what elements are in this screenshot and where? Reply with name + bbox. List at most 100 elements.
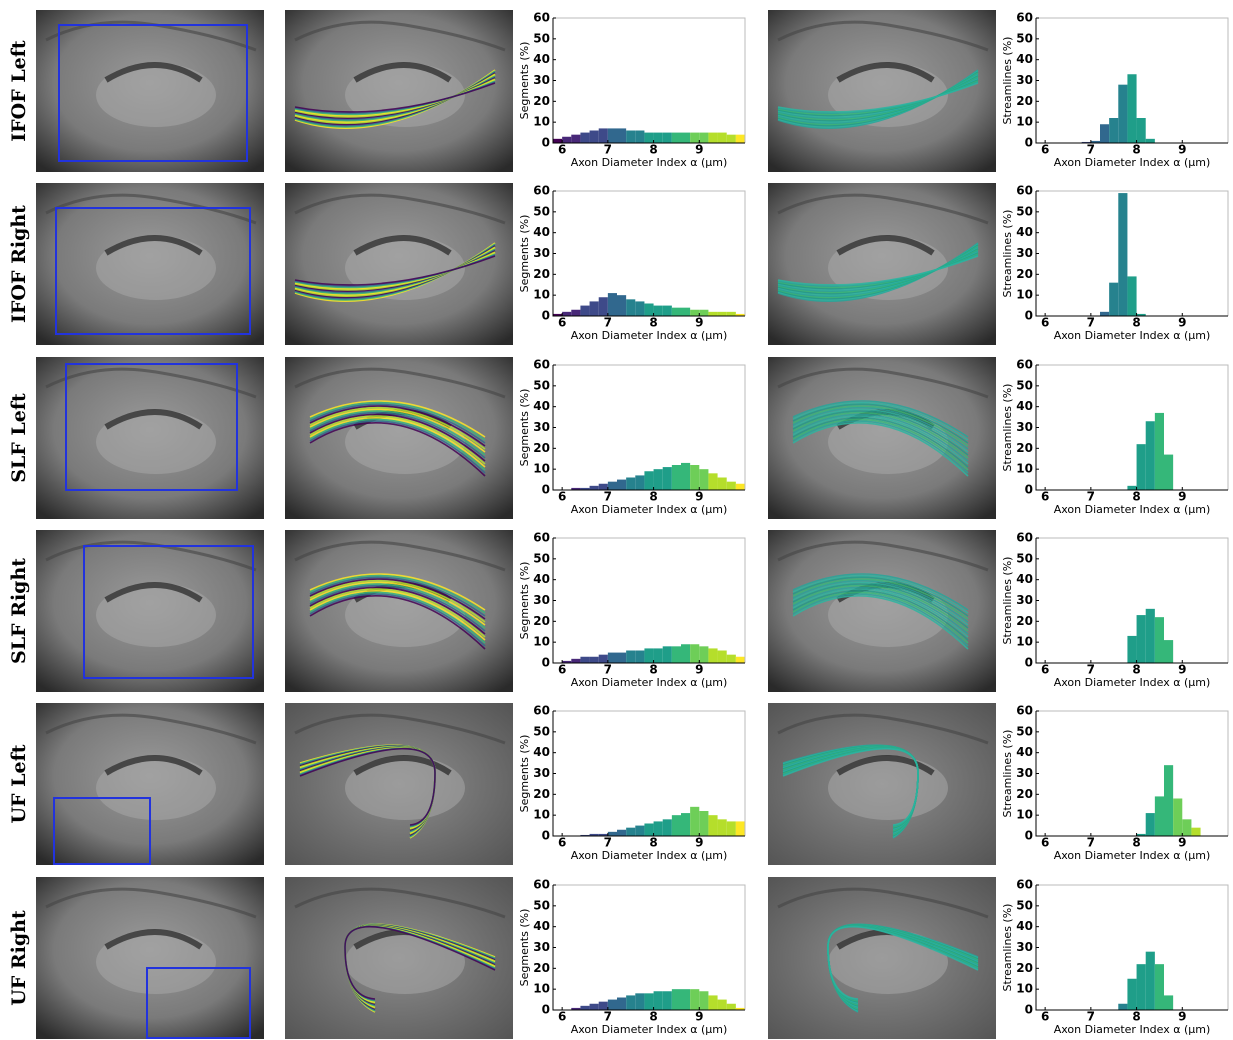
mri-structure	[294, 20, 506, 52]
y-tick-label: 40	[1016, 572, 1033, 586]
histogram-bar	[562, 311, 572, 316]
tract-streamline	[294, 82, 496, 113]
x-axis-label: Axon Diameter Index α (μm)	[1054, 1023, 1211, 1036]
histogram-bar	[681, 132, 691, 143]
histogram-bar	[708, 995, 718, 1010]
y-tick-label: 30	[533, 593, 550, 607]
y-tick-label: 0	[1025, 829, 1033, 843]
x-tick-label: 9	[695, 663, 703, 677]
x-axis-label: Axon Diameter Index α (μm)	[571, 676, 728, 689]
tract-streamline	[777, 82, 979, 113]
x-tick-label: 8	[649, 836, 657, 850]
axes-spine	[1035, 711, 1228, 837]
tract-streamline	[309, 413, 486, 462]
mri-structure	[353, 62, 452, 83]
histogram-bar	[617, 128, 627, 143]
axes-frame	[553, 710, 746, 836]
histogram-bar	[1136, 833, 1146, 836]
axes-frame	[553, 884, 746, 1010]
mri-structure	[836, 235, 935, 256]
x-tick-label: 9	[695, 143, 703, 157]
y-tick-label: 20	[533, 961, 550, 975]
x-tick-label: 6	[558, 316, 566, 330]
y-tick-label: 0	[542, 1003, 550, 1017]
mri-structure	[294, 193, 506, 225]
histogram-bar	[571, 487, 581, 490]
y-tick-label: 20	[1016, 267, 1033, 281]
histogram-bar	[671, 989, 681, 1010]
x-tick-label: 9	[1178, 316, 1186, 330]
y-tick-label: 20	[1016, 94, 1033, 108]
x-tick-label: 7	[1087, 836, 1095, 850]
histogram-bar	[681, 462, 691, 490]
histogram-bar	[553, 313, 563, 316]
histogram-bar	[1100, 124, 1110, 143]
y-axis-label: Streamlines (%)	[1001, 730, 1014, 818]
mri-structure	[104, 235, 203, 256]
histogram-bar	[1145, 951, 1155, 1010]
histogram-bar	[598, 833, 608, 836]
histogram-bar	[681, 813, 691, 836]
histogram-bar	[1118, 1003, 1128, 1010]
tract-streamline	[792, 420, 969, 474]
y-axis-label: Streamlines (%)	[1001, 37, 1014, 125]
tract-streamline	[792, 422, 969, 477]
tract-streamline	[792, 418, 969, 471]
tract-streamline	[309, 593, 486, 647]
mri-structure	[104, 929, 203, 950]
y-tick-label: 50	[1016, 551, 1033, 565]
tract-streamline	[792, 413, 969, 462]
x-tick-label: 8	[1132, 663, 1140, 677]
y-tick-label: 20	[533, 441, 550, 455]
histogram-bar	[653, 132, 663, 143]
histogram-bar	[662, 991, 672, 1010]
x-tick-label: 8	[1132, 1010, 1140, 1024]
histogram-bar	[699, 132, 709, 143]
x-tick-label: 8	[1132, 143, 1140, 157]
y-tick-label: 20	[1016, 441, 1033, 455]
histogram-bar	[690, 309, 700, 316]
y-tick-label: 60	[1016, 878, 1033, 892]
y-tick-label: 30	[533, 766, 550, 780]
histogram-bar	[580, 132, 590, 143]
y-tick-label: 40	[1016, 399, 1033, 413]
histogram-bar	[1145, 813, 1155, 836]
mri-structure	[353, 755, 452, 776]
x-tick-label: 8	[649, 143, 657, 157]
figure-row: UF Left	[8, 703, 996, 865]
histogram-bar	[1182, 819, 1192, 836]
mri-structure	[104, 62, 203, 83]
x-axis-label: Axon Diameter Index α (μm)	[1054, 676, 1211, 689]
y-tick-label: 40	[533, 52, 550, 66]
y-tick-label: 50	[533, 551, 550, 565]
histogram-bar	[589, 656, 599, 663]
axes-spine	[552, 885, 745, 1011]
histogram-bar	[717, 132, 727, 143]
axes-spine	[552, 191, 745, 317]
x-tick-label: 9	[1178, 836, 1186, 850]
histogram-bar	[1109, 118, 1119, 143]
x-tick-label: 6	[1041, 490, 1049, 504]
histogram-bar	[1081, 141, 1091, 143]
histogram-bar	[671, 646, 681, 663]
mri-structure	[96, 63, 216, 127]
x-tick-label: 7	[1087, 663, 1095, 677]
y-tick-label: 60	[533, 184, 550, 198]
mri-structure	[96, 236, 216, 300]
mri-structure	[104, 582, 203, 603]
histogram-bar	[699, 991, 709, 1010]
x-tick-label: 9	[1178, 663, 1186, 677]
axes-frame	[1036, 17, 1229, 143]
row-label: IFOF Right	[8, 205, 30, 323]
x-tick-label: 9	[695, 490, 703, 504]
tract-streamline	[777, 255, 979, 286]
histogram-bar	[708, 311, 718, 316]
y-tick-label: 50	[1016, 204, 1033, 218]
y-tick-label: 60	[533, 704, 550, 718]
y-tick-label: 10	[533, 288, 550, 302]
tract-streamline	[792, 573, 969, 611]
y-tick-label: 50	[1016, 378, 1033, 392]
x-tick-label: 8	[649, 490, 657, 504]
tract-streamline	[792, 574, 969, 614]
histogram-bar	[1109, 282, 1119, 316]
